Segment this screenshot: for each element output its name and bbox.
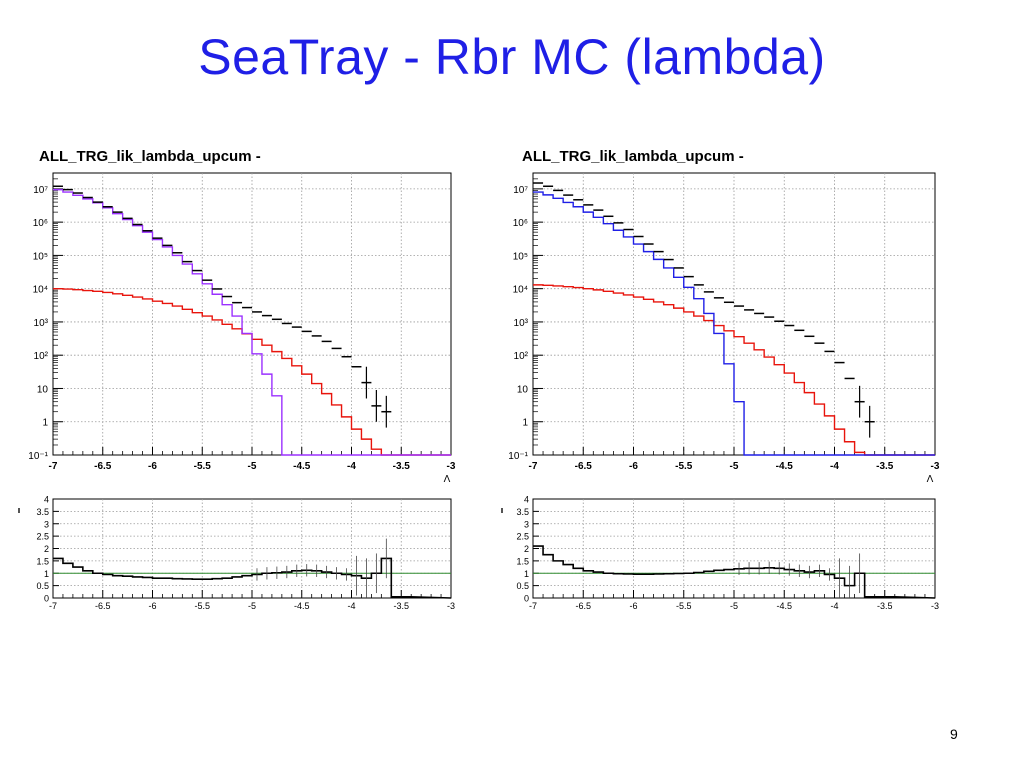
y-tick-label: 10² <box>514 351 529 362</box>
ratio-y-tick-label: 4 <box>524 495 529 505</box>
x-tick-label: -3.5 <box>876 461 894 472</box>
ratio-y-tick-label: 0 <box>44 594 49 604</box>
y-tick-label: 10 <box>517 384 529 395</box>
ratio-y-tick-label: 0 <box>524 594 529 604</box>
y-tick-label: 10⁴ <box>33 285 48 296</box>
histogram-title: ALL_TRG_lik_lambda_upcum - <box>522 148 744 165</box>
x-axis-label: Λ <box>927 474 934 485</box>
x-tick-label: -4.5 <box>776 601 792 611</box>
x-tick-label: -5.5 <box>194 461 212 472</box>
x-tick-label: -7 <box>529 601 537 611</box>
x-tick-label: -4.5 <box>293 461 311 472</box>
y-tick-label: 10⁵ <box>513 251 528 262</box>
y-tick-label: 10 <box>37 384 49 395</box>
ratio-y-tick-label: 0.5 <box>36 581 49 591</box>
x-tick-label: -4.5 <box>294 601 310 611</box>
x-tick-label: -6 <box>148 601 156 611</box>
x-tick-label: -3.5 <box>877 601 893 611</box>
ratio-curve <box>533 545 936 599</box>
x-tick-label: -4 <box>830 601 838 611</box>
x-tick-label: -4 <box>830 461 839 472</box>
histogram-title: ALL_TRG_lik_lambda_upcum - <box>39 148 261 165</box>
ratio-y-tick-label: 1.5 <box>516 556 529 566</box>
ratio-y-tick-label: 0.5 <box>516 581 529 591</box>
ratio-y-tick-label: 1.5 <box>36 556 49 566</box>
model-curve <box>53 188 451 456</box>
y-tick-label: 10⁻¹ <box>28 451 48 462</box>
ratio-y-tick-label: 4 <box>44 495 49 505</box>
ratio-y-tick-label: 3.5 <box>36 507 49 517</box>
ratio-y-tick-label: 2 <box>524 544 529 554</box>
y-tick-label: 10⁴ <box>513 285 528 296</box>
x-tick-label: -3 <box>447 601 455 611</box>
x-tick-label: -6.5 <box>95 601 111 611</box>
x-tick-label: -4 <box>347 601 355 611</box>
x-tick-label: -5 <box>730 601 738 611</box>
x-tick-label: -6 <box>629 601 637 611</box>
chart-panel-2: ALL_TRG_lik_lambda_upcum - -7 -7 -6.5 -6.5 -6… <box>501 148 940 611</box>
x-tick-label: -3 <box>447 461 456 472</box>
ratio-y-tick-label: 2 <box>44 544 49 554</box>
y-tick-label: 10⁻¹ <box>508 451 528 462</box>
ratio-y-tick-label: 1 <box>524 569 529 579</box>
ratio-axis-label-mark <box>18 508 20 513</box>
x-tick-label: -6.5 <box>94 461 112 472</box>
ratio-axis-label-mark <box>501 508 503 513</box>
slide-title: SeaTray - Rbr MC (lambda) <box>198 29 826 85</box>
x-tick-label: -7 <box>529 461 538 472</box>
x-tick-label: -3 <box>931 601 939 611</box>
ratio-curve <box>53 557 452 599</box>
page-number: 9 <box>950 726 958 742</box>
x-tick-label: -3.5 <box>393 461 411 472</box>
y-tick-label: 10⁵ <box>33 251 48 262</box>
x-tick-label: -4.5 <box>776 461 794 472</box>
ratio-y-tick-label: 2.5 <box>516 532 529 542</box>
chart-panel-1: ALL_TRG_lik_lambda_upcum - -7 -7 -6.5 -6.5 -6… <box>18 148 456 611</box>
ratio-y-tick-label: 3.5 <box>516 507 529 517</box>
ratio-y-tick-label: 3 <box>44 519 49 529</box>
x-tick-label: -5 <box>248 601 256 611</box>
x-tick-label: -5.5 <box>194 601 210 611</box>
x-tick-label: -6.5 <box>575 461 593 472</box>
y-tick-label: 10³ <box>514 318 529 329</box>
x-tick-label: -4 <box>347 461 356 472</box>
ratio-y-tick-label: 3 <box>524 519 529 529</box>
y-tick-label: 10⁷ <box>33 185 48 196</box>
x-tick-label: -3 <box>931 461 940 472</box>
x-axis-label: Λ <box>444 474 451 485</box>
y-tick-label: 10² <box>34 351 49 362</box>
ratio-y-tick-label: 1 <box>44 569 49 579</box>
x-tick-label: -5 <box>248 461 257 472</box>
y-tick-label: 1 <box>42 418 48 429</box>
x-tick-label: -6 <box>629 461 638 472</box>
fit-curve <box>53 287 451 456</box>
ratio-y-tick-label: 2.5 <box>36 532 49 542</box>
x-tick-label: -6 <box>148 461 157 472</box>
y-tick-label: 10⁶ <box>33 218 48 229</box>
y-tick-label: 10³ <box>34 318 49 329</box>
x-tick-label: -7 <box>49 601 57 611</box>
y-tick-label: 10⁶ <box>513 218 528 229</box>
x-tick-label: -3.5 <box>393 601 409 611</box>
x-tick-label: -5.5 <box>676 601 692 611</box>
y-tick-label: 10⁷ <box>513 185 528 196</box>
x-tick-label: -5 <box>730 461 739 472</box>
x-tick-label: -6.5 <box>575 601 591 611</box>
x-tick-label: -7 <box>49 461 58 472</box>
x-tick-label: -5.5 <box>675 461 693 472</box>
y-tick-label: 1 <box>522 418 528 429</box>
